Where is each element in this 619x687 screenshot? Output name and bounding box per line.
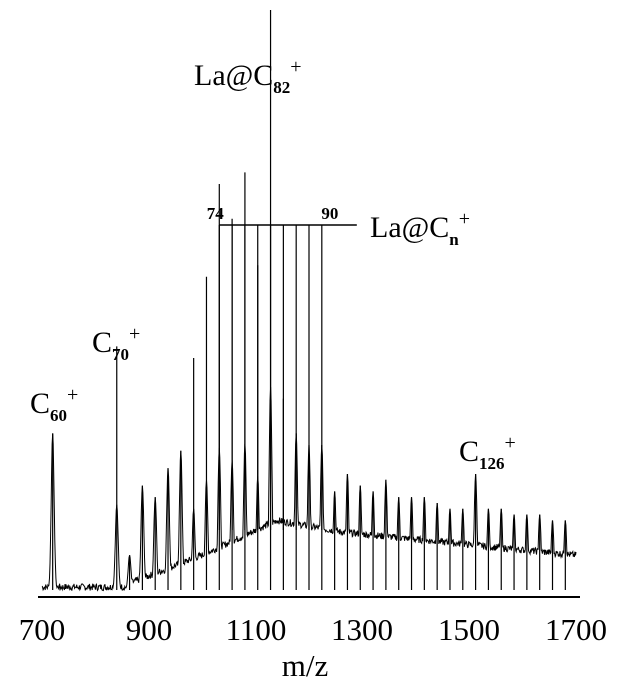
x-tick-label: 1300 bbox=[331, 612, 393, 647]
peak-label-c60: C60+ bbox=[30, 384, 78, 425]
x-tick-label: 700 bbox=[19, 612, 66, 647]
x-tick-label: 900 bbox=[126, 612, 173, 647]
bracket-start-label: 74 bbox=[207, 204, 225, 223]
series-label-la-cn: La@Cn+ bbox=[370, 208, 470, 249]
peak-label-la-c82: La@C82+ bbox=[194, 56, 302, 97]
la-cn-bracket: 74 90 bbox=[207, 204, 357, 226]
x-tick-label: 1500 bbox=[438, 612, 500, 647]
peak-label-c70: C70+ bbox=[92, 323, 140, 364]
x-tick-label: 1100 bbox=[226, 612, 287, 647]
x-tick-label: 1700 bbox=[545, 612, 607, 647]
x-axis-title: m/z bbox=[282, 648, 329, 683]
bracket-end-label: 90 bbox=[321, 204, 338, 223]
x-axis-ticks: 700 900 1100 1300 1500 1700 bbox=[19, 612, 607, 647]
peak-label-c126: C126+ bbox=[459, 432, 516, 473]
